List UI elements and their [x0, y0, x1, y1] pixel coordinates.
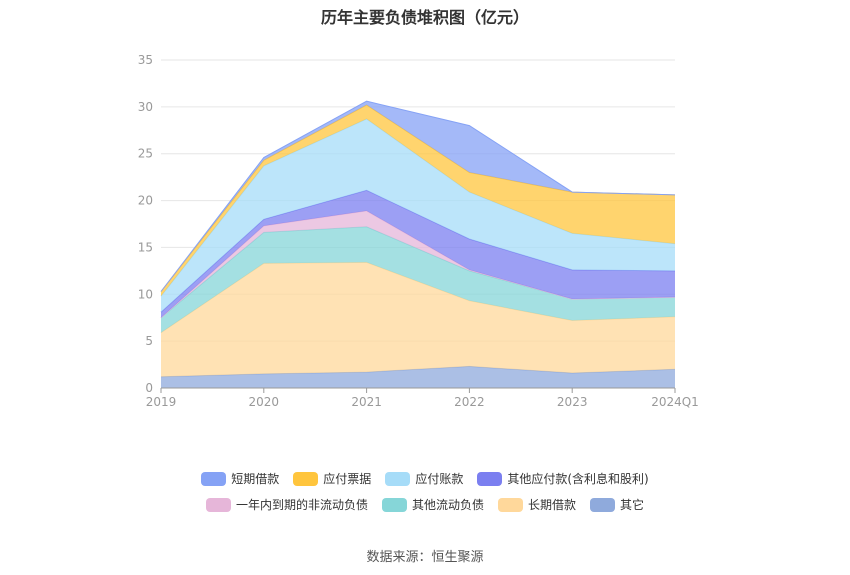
legend-label: 长期借款: [528, 498, 577, 512]
legend-label: 其他应付款(含利息和股利): [507, 472, 649, 486]
data-source: 数据来源：恒生聚源: [366, 550, 484, 565]
x-tick-label: 2024Q1: [651, 395, 699, 409]
chart-title: 历年主要负债堆积图（亿元）: [320, 8, 529, 27]
legend: 短期借款 应付票据 应付账款 其他应付款(含利息和股利) 一年内到期的非流动负债…: [0, 470, 850, 522]
legend-row-2: 一年内到期的非流动负债 其他流动负债 长期借款 其它: [0, 496, 850, 513]
area-series: [161, 119, 675, 313]
legend-item-long-term-loans[interactable]: 长期借款: [498, 496, 576, 513]
y-tick-label: 0: [145, 381, 153, 395]
y-tick-label: 15: [138, 240, 153, 254]
legend-item-other-payables[interactable]: 其他应付款(含利息和股利): [477, 470, 649, 487]
legend-swatch: [293, 471, 319, 486]
legend-swatch: [477, 471, 503, 486]
legend-item-other-current-liabilities[interactable]: 其他流动负债: [381, 496, 484, 513]
x-tick-label: 2019: [146, 395, 177, 409]
legend-label: 其它: [620, 498, 645, 512]
legend-label: 其他流动负债: [411, 498, 484, 512]
y-tick-label: 20: [138, 194, 153, 208]
area-series: [161, 190, 675, 318]
legend-swatch: [201, 471, 227, 486]
x-tick-label: 2020: [249, 395, 280, 409]
area-series: [161, 262, 675, 377]
area-series: [161, 105, 675, 297]
y-tick-label: 5: [145, 334, 153, 348]
legend-swatch: [498, 497, 523, 512]
y-tick-label: 25: [138, 147, 153, 161]
legend-label: 一年内到期的非流动负债: [235, 498, 368, 512]
y-tick-label: 10: [138, 287, 153, 301]
y-tick-label: 30: [138, 100, 153, 114]
legend-label: 短期借款: [231, 472, 280, 486]
area-series: [161, 226, 675, 333]
legend-label: 应付票据: [323, 472, 372, 486]
legend-item-notes-payable[interactable]: 应付票据: [293, 470, 371, 487]
x-tick-label: 2021: [351, 395, 382, 409]
legend-item-short-term-loans[interactable]: 短期借款: [201, 470, 279, 487]
legend-swatch: [205, 497, 231, 512]
legend-row-1: 短期借款 应付票据 应付账款 其他应付款(含利息和股利): [0, 470, 850, 487]
legend-swatch: [381, 497, 407, 512]
legend-item-others[interactable]: 其它: [590, 496, 644, 513]
legend-item-accounts-payable[interactable]: 应付账款: [385, 470, 463, 487]
legend-item-current-portion-noncurrent[interactable]: 一年内到期的非流动负债: [205, 496, 368, 513]
legend-swatch: [385, 471, 411, 486]
y-tick-label: 35: [138, 53, 153, 67]
x-tick-label: 2023: [557, 395, 588, 409]
legend-swatch: [590, 497, 616, 512]
area-series-edge: [160, 100, 676, 292]
stacked-area-chart: 0 5 10 15 20 25 30 35 2019 2020 2021 2022 2023 2024Q1: [138, 53, 699, 409]
x-tick-label: 2022: [454, 395, 485, 409]
legend-label: 应付账款: [415, 472, 464, 486]
